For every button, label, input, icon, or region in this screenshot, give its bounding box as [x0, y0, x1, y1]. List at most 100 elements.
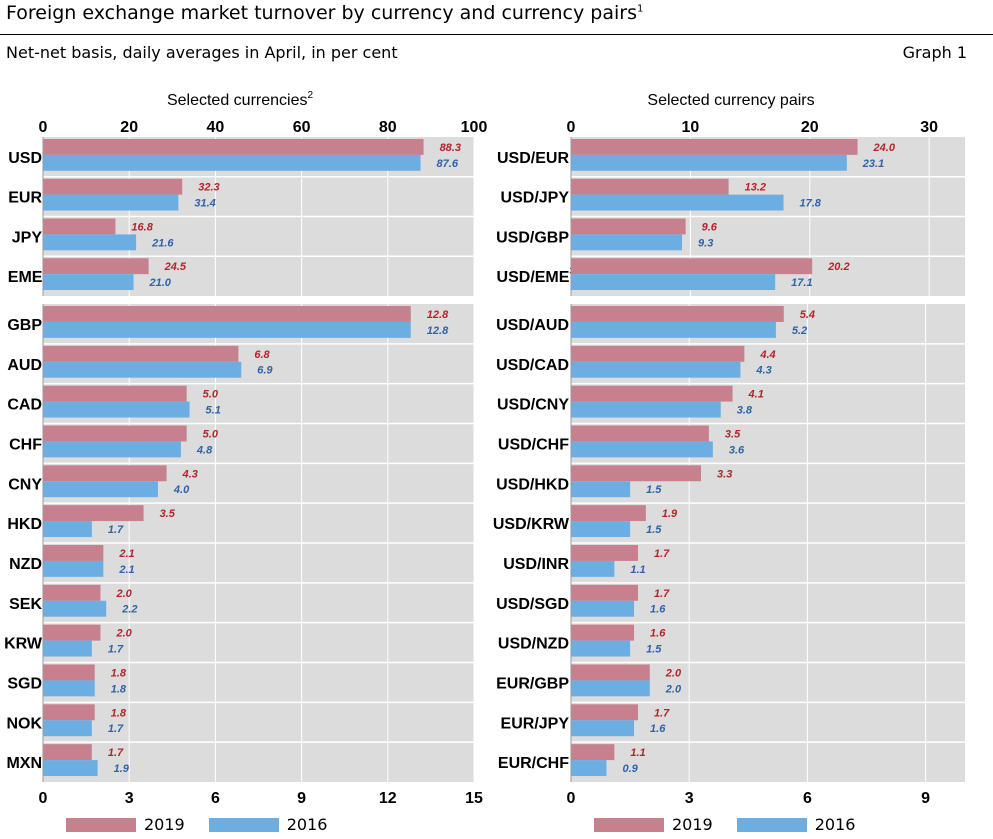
- data-label-2019: 2.1: [118, 548, 134, 560]
- data-label-2016: 2.2: [121, 604, 137, 616]
- legend-label-2016: 2016: [814, 815, 856, 834]
- bar-2016: [43, 760, 98, 777]
- category-label: USD/INR: [503, 556, 569, 573]
- data-label-2019: 1.9: [662, 508, 678, 520]
- data-label-2016: 2.1: [118, 564, 134, 576]
- bar-2019: [43, 505, 144, 522]
- data-label-2019: 3.5: [160, 508, 176, 520]
- bar-2016: [571, 560, 615, 577]
- legend-right: 2019 2016: [594, 815, 879, 834]
- category-label-text: USD/HKD: [496, 476, 569, 493]
- bar-2019: [571, 425, 709, 442]
- data-label-2019: 20.2: [827, 261, 849, 273]
- category-label: EUR/GBP: [496, 675, 569, 692]
- legend-item-2019: 2019: [594, 815, 713, 834]
- data-label-2019: 2.0: [115, 628, 132, 640]
- data-label-2019: 12.8: [427, 309, 449, 321]
- x-tick-label: 40: [207, 119, 225, 136]
- bar-2019: [571, 138, 858, 155]
- data-label-2016: 1.7: [108, 524, 124, 536]
- data-label-2016: 1.8: [111, 683, 127, 695]
- bar-2019: [571, 465, 702, 482]
- x-tick-label: 20: [120, 119, 138, 136]
- bar-2019: [43, 744, 92, 761]
- x-tick-label: 15: [465, 790, 483, 807]
- data-label-2019: 1.8: [111, 707, 127, 719]
- data-label-2016: 9.3: [698, 237, 713, 249]
- bar-2019: [43, 425, 187, 442]
- data-label-2019: 24.0: [873, 142, 896, 154]
- header-rule: [0, 34, 993, 35]
- category-label-text: AUD: [7, 357, 42, 374]
- category-label-text: USD/AUD: [496, 317, 569, 334]
- bar-2019: [43, 178, 183, 195]
- category-label-text: CAD: [7, 397, 42, 414]
- bar-2016: [571, 640, 631, 657]
- bar-2016: [571, 401, 721, 418]
- chart-panel-2: 0 3 6 9 12 15 GBP 12.8 12.8 AUD 6.8 6.9 CAD 5.0 5.1 CHF…: [4, 304, 483, 807]
- bar-2016: [571, 680, 650, 697]
- bar-2016: [571, 600, 635, 617]
- category-label: USD/HKD: [496, 476, 569, 493]
- category-label: USD/CNY: [497, 397, 569, 414]
- bar-2016: [43, 274, 134, 291]
- legend-item-2019: 2019: [66, 815, 185, 834]
- category-label: KRW: [4, 636, 43, 653]
- chart-panel-3: 0 10 20 30 Selected currency pairs USD/EUR 24.…: [496, 92, 965, 296]
- bar-2019: [43, 544, 104, 561]
- category-label-text: GBP: [7, 317, 42, 334]
- data-label-2016: 0.9: [622, 763, 638, 775]
- x-tick-label: 60: [293, 119, 311, 136]
- x-tick-label: 9: [297, 790, 306, 807]
- data-label-2016: 3.6: [729, 444, 745, 456]
- data-label-2016: 31.4: [194, 198, 215, 210]
- category-label: AUD: [7, 357, 42, 374]
- category-label-text: USD/JPY: [501, 190, 570, 207]
- category-label: USD/AUD: [496, 317, 569, 334]
- bar-2019: [43, 385, 187, 402]
- data-label-2019: 13.2: [745, 182, 766, 194]
- bar-2019: [571, 664, 650, 681]
- category-label-text: EUR/JPY: [501, 715, 570, 732]
- category-label: SEK: [9, 596, 42, 613]
- data-label-2019: 5.0: [203, 428, 219, 440]
- category-label-text: USD/INR: [503, 556, 569, 573]
- bar-2016: [571, 361, 741, 378]
- category-label-text: USD/CNY: [497, 397, 569, 414]
- data-label-2019: 2.0: [115, 588, 132, 600]
- x-tick-label: 0: [39, 790, 48, 807]
- category-label: SGD: [7, 675, 42, 692]
- category-label-text: NOK: [6, 715, 42, 732]
- bar-2016: [43, 521, 92, 538]
- data-label-2016: 5.1: [206, 405, 221, 417]
- bar-2019: [571, 258, 813, 275]
- x-tick-label: 12: [379, 790, 397, 807]
- category-label-text: USD/EUR: [497, 150, 569, 167]
- data-label-2016: 1.7: [108, 723, 124, 735]
- data-label-2016: 21.0: [149, 277, 172, 289]
- panel-title: Selected currencies2: [167, 90, 314, 109]
- bar-2016: [571, 441, 713, 458]
- bar-2019: [43, 584, 101, 601]
- data-label-2016: 1.6: [650, 723, 666, 735]
- bar-2019: [571, 744, 615, 761]
- page-title-text: Foreign exchange market turnover by curr…: [6, 2, 637, 24]
- data-label-2016: 4.3: [755, 365, 771, 377]
- data-label-2019: 16.8: [131, 221, 153, 233]
- x-tick-label: 0: [567, 790, 576, 807]
- legend-item-2016: 2016: [736, 815, 856, 834]
- bar-2019: [43, 345, 239, 362]
- panel-title-footnote: 2: [307, 90, 313, 101]
- bar-2019: [571, 544, 638, 561]
- data-label-2016: 4.0: [173, 484, 190, 496]
- data-label-2016: 1.5: [646, 644, 662, 656]
- category-label: USD/EUR: [497, 150, 569, 167]
- category-label-text: MXN: [6, 755, 42, 772]
- bar-2016: [43, 640, 92, 657]
- category-label-text: USD/CAD: [496, 357, 569, 374]
- legend-swatch-2016: [208, 817, 279, 832]
- bar-2016: [43, 441, 181, 458]
- legend-swatch-2019: [66, 817, 136, 832]
- category-label: EUR: [8, 190, 42, 207]
